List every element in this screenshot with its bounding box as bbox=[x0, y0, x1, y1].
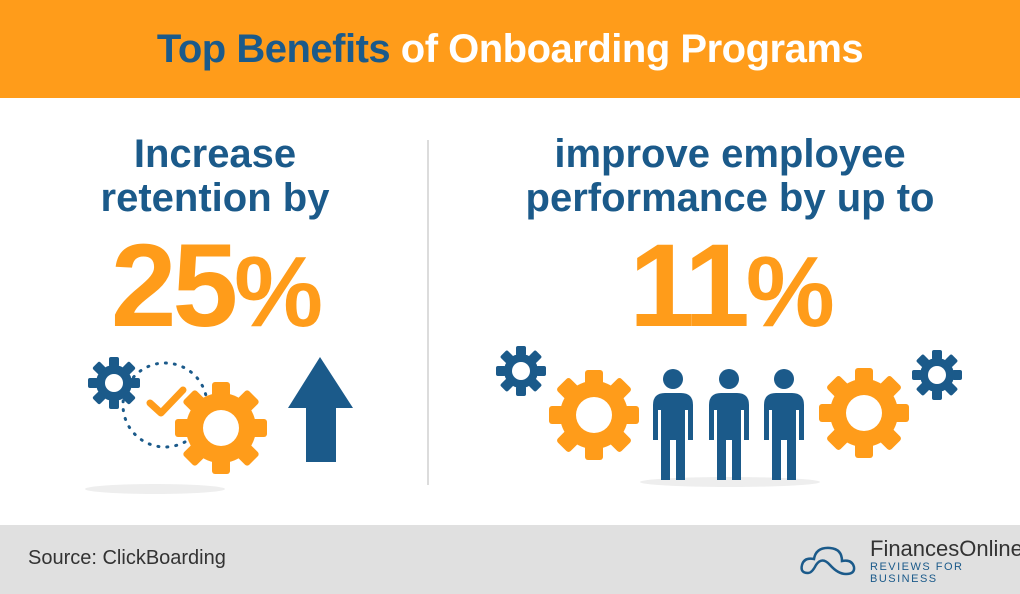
financesonline-logo[interactable]: FinancesOnline REVIEWS FOR BUSINESS bbox=[800, 537, 1020, 585]
column-divider bbox=[427, 140, 429, 485]
retention-line1: Increase bbox=[133, 132, 297, 176]
person-icon bbox=[653, 369, 693, 480]
retention-value: 25% bbox=[110, 220, 323, 352]
cloud-icon bbox=[800, 546, 856, 576]
logo-name: FinancesOnline bbox=[870, 536, 1020, 561]
retention-line2: retention by bbox=[100, 176, 330, 220]
title-highlight: Top Benefits bbox=[156, 26, 391, 71]
performance-stat: improve employee performance by up to 11… bbox=[470, 132, 990, 352]
person-icon bbox=[764, 369, 804, 480]
performance-value: 11% bbox=[629, 220, 835, 352]
retention-stat: Increase retention by 25% bbox=[60, 132, 370, 352]
up-arrow-icon bbox=[288, 357, 353, 462]
gear-icon bbox=[496, 346, 546, 396]
page-title: Top Benefits of Onboarding Programs bbox=[156, 26, 864, 72]
shadow bbox=[85, 484, 225, 494]
person-icon bbox=[709, 369, 749, 480]
title-banner: Top Benefits of Onboarding Programs bbox=[0, 0, 1020, 98]
gear-icon bbox=[819, 368, 909, 458]
title-rest: of Onboarding Programs bbox=[400, 26, 864, 71]
performance-line1: improve employee bbox=[554, 132, 906, 176]
gear-icon bbox=[549, 370, 639, 460]
gear-icon bbox=[912, 350, 962, 400]
performance-line2: performance by up to bbox=[525, 176, 935, 220]
gear-icon bbox=[175, 382, 267, 474]
gear-icon bbox=[88, 357, 140, 409]
footer: Source: ClickBoarding FinancesOnline REV… bbox=[0, 525, 1020, 594]
source-text: Source: ClickBoarding bbox=[28, 547, 226, 569]
logo-tagline: REVIEWS FOR BUSINESS bbox=[870, 561, 964, 585]
checkmark-icon bbox=[146, 386, 187, 417]
